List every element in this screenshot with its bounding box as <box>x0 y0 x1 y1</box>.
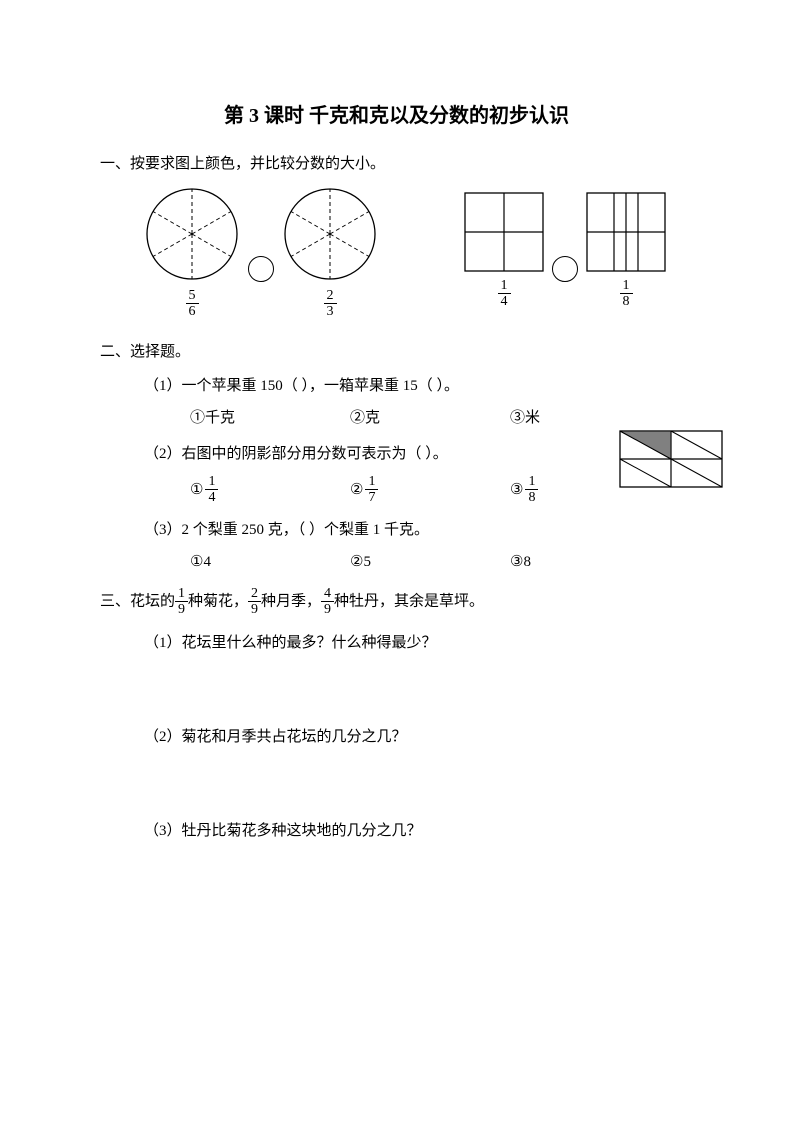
opt-prefix: ② <box>350 478 363 502</box>
s2-q1-opt3[interactable]: ③米 <box>510 406 670 430</box>
fraction-label-1: 5 6 <box>186 288 199 320</box>
opt-frac: 1 7 <box>365 474 378 506</box>
frac-den: 9 <box>175 602 188 617</box>
s3-mid1: 种菊花， <box>188 593 248 609</box>
pie-2: 2 3 <box>282 186 378 320</box>
frac-den: 8 <box>620 294 633 309</box>
pie-chart-2 <box>282 186 378 282</box>
pie-chart-1 <box>144 186 240 282</box>
frac-num: 2 <box>248 586 261 602</box>
opt-prefix: ③ <box>510 478 523 502</box>
fraction-label-2: 2 3 <box>324 288 337 320</box>
frac-num: 2 <box>324 288 337 304</box>
frac-num: 1 <box>498 278 511 294</box>
s2-q3: （3）2 个梨重 250 克，（ ）个梨重 1 千克。 ①4 ②5 ③8 <box>144 518 693 574</box>
frac-num: 1 <box>175 586 188 602</box>
s2-q3-options: ①4 ②5 ③8 <box>190 550 693 574</box>
s3-frac-1: 19 <box>175 586 188 618</box>
s2-q3-opt2[interactable]: ②5 <box>350 550 510 574</box>
compare-circle-2[interactable] <box>552 256 578 282</box>
frac-num: 5 <box>186 288 199 304</box>
s3-frac-2: 29 <box>248 586 261 618</box>
frac-num: 4 <box>321 586 334 602</box>
s2-q1-text: （1）一个苹果重 150（ ），一箱苹果重 15（ ）。 <box>144 374 693 398</box>
s2-q3-opt1[interactable]: ①4 <box>190 550 350 574</box>
grid-1: 1 4 <box>464 192 544 310</box>
frac-den: 8 <box>525 490 538 505</box>
s3-q3: （3）牡丹比菊花多种这块地的几分之几？ <box>144 819 693 843</box>
frac-den: 7 <box>365 490 378 505</box>
fraction-label-4: 1 8 <box>620 278 633 310</box>
frac-den: 9 <box>248 602 261 617</box>
frac-num: 1 <box>525 474 538 490</box>
grid-square-2 <box>586 192 666 272</box>
s2-q1-options: ①千克 ②克 ③米 <box>190 406 693 430</box>
s2-q2-text: （2）右图中的阴影部分用分数可表示为（ ）。 <box>144 442 693 466</box>
frac-num: 1 <box>365 474 378 490</box>
s2-q3-opt3[interactable]: ③8 <box>510 550 670 574</box>
frac-den: 6 <box>186 304 199 319</box>
opt-frac: 1 4 <box>205 474 218 506</box>
s2-q2-opt1[interactable]: ① 1 4 <box>190 474 350 506</box>
opt-prefix: ① <box>190 478 203 502</box>
s2-q2: （2）右图中的阴影部分用分数可表示为（ ）。 ① 1 4 ② 1 7 ③ 1 <box>144 442 693 506</box>
frac-den: 4 <box>205 490 218 505</box>
shaded-rect-diagram <box>619 430 723 488</box>
s3-tail: 种牡丹，其余是草坪。 <box>334 593 484 609</box>
compare-circle-1[interactable] <box>248 256 274 282</box>
grid-square-1 <box>464 192 544 272</box>
opt-frac: 1 8 <box>525 474 538 506</box>
frac-den: 9 <box>321 602 334 617</box>
pie-1: 5 6 <box>144 186 240 320</box>
s3-q2: （2）菊花和月季共占花坛的几分之几？ <box>144 725 693 749</box>
s2-q1: （1）一个苹果重 150（ ），一箱苹果重 15（ ）。 ①千克 ②克 ③米 <box>144 374 693 430</box>
frac-den: 4 <box>498 294 511 309</box>
s3-frac-3: 49 <box>321 586 334 618</box>
s2-q1-opt1[interactable]: ①千克 <box>190 406 350 430</box>
page-title: 第 3 课时 千克和克以及分数的初步认识 <box>100 100 693 132</box>
fraction-label-3: 1 4 <box>498 278 511 310</box>
frac-num: 1 <box>620 278 633 294</box>
q1-figures-row: 5 6 2 3 1 <box>144 186 693 320</box>
s2-q2-opt2[interactable]: ② 1 7 <box>350 474 510 506</box>
s2-q2-options: ① 1 4 ② 1 7 ③ 1 8 <box>190 474 693 506</box>
frac-num: 1 <box>205 474 218 490</box>
grid-2: 1 8 <box>586 192 666 310</box>
s3-pre: 三、花坛的 <box>100 593 175 609</box>
frac-den: 3 <box>324 304 337 319</box>
section-2-head: 二、选择题。 <box>100 340 693 364</box>
s2-q3-text: （3）2 个梨重 250 克，（ ）个梨重 1 千克。 <box>144 518 693 542</box>
section-3-head: 三、花坛的19种菊花，29种月季，49种牡丹，其余是草坪。 <box>100 586 693 618</box>
s2-q1-opt2[interactable]: ②克 <box>350 406 510 430</box>
s3-mid2: 种月季， <box>261 593 321 609</box>
s3-q1: （1）花坛里什么种的最多？什么种得最少？ <box>144 631 693 655</box>
section-1-head: 一、按要求图上颜色，并比较分数的大小。 <box>100 152 693 176</box>
